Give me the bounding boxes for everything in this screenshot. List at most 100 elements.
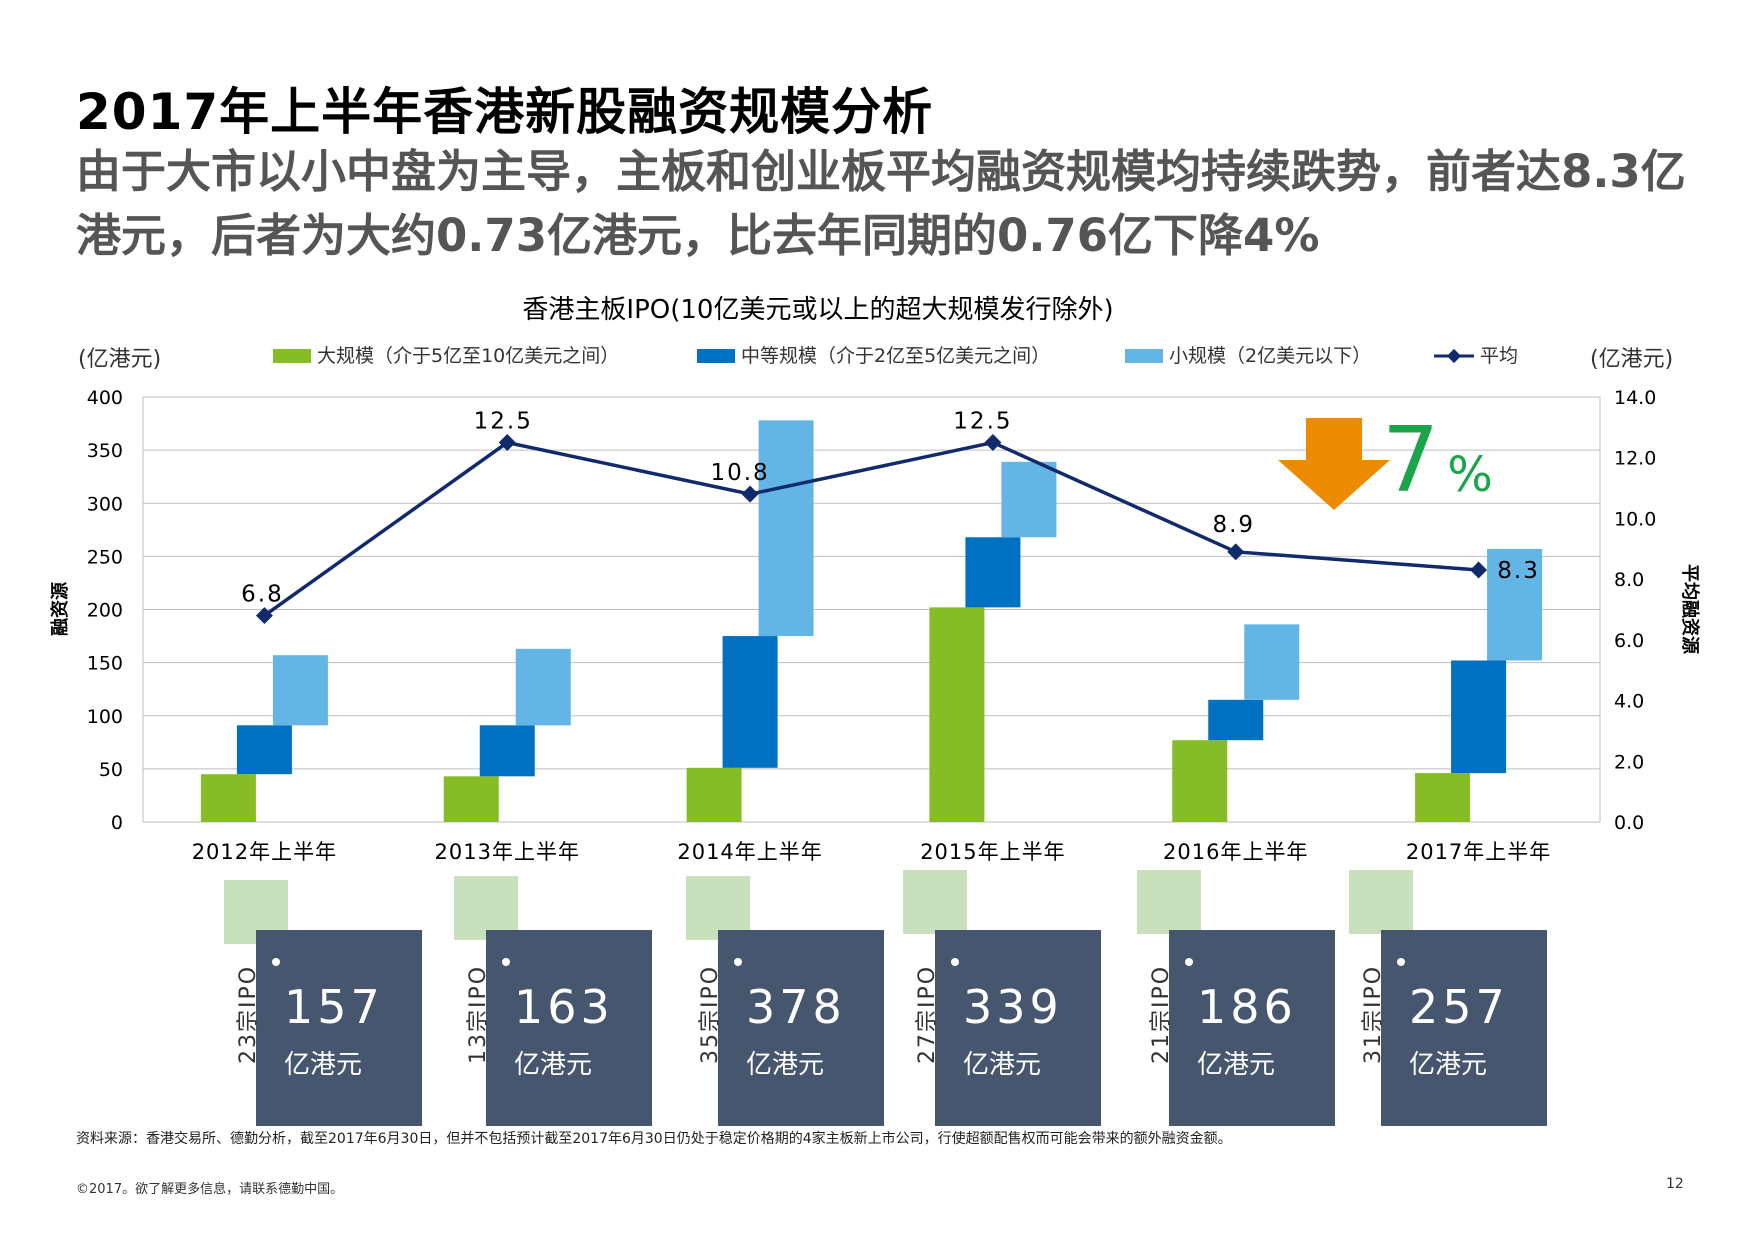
card-unit: 亿港元 bbox=[746, 1050, 825, 1080]
card-accent-square bbox=[686, 876, 750, 940]
bar bbox=[1208, 699, 1264, 741]
card-amount: 378 bbox=[746, 980, 846, 1034]
data-label: 6.8 bbox=[241, 582, 284, 608]
y-tick-label: 400 bbox=[87, 387, 123, 409]
y2-tick-label: 10.0 bbox=[1614, 508, 1656, 530]
y2-tick-label: 12.0 bbox=[1614, 448, 1656, 470]
data-label: 12.5 bbox=[474, 409, 533, 435]
y2-tick-label: 14.0 bbox=[1614, 387, 1656, 409]
bar bbox=[929, 607, 985, 822]
bullet-icon bbox=[951, 958, 959, 966]
left-axis-unit: (亿港元) bbox=[78, 347, 161, 372]
y-axis-title: 融资源 bbox=[49, 582, 71, 636]
legend-marker bbox=[1446, 348, 1462, 364]
data-label: 12.5 bbox=[953, 409, 1012, 435]
card-amount: 186 bbox=[1197, 980, 1297, 1034]
average-point bbox=[1470, 561, 1488, 579]
average-point bbox=[498, 434, 516, 452]
bar bbox=[686, 767, 742, 822]
bar bbox=[479, 725, 535, 777]
bar bbox=[1451, 660, 1507, 774]
chart-title: 香港主板IPO(10亿美元或以上的超大规模发行除外) bbox=[522, 295, 1113, 325]
bar bbox=[1172, 740, 1228, 822]
card-ipo-count: 21宗IPO bbox=[1149, 964, 1174, 1064]
bar bbox=[443, 776, 499, 822]
data-label: 8.3 bbox=[1497, 558, 1540, 584]
y2-tick-label: 2.0 bbox=[1614, 751, 1644, 773]
legend-swatch bbox=[697, 349, 735, 363]
card-unit: 亿港元 bbox=[963, 1050, 1042, 1080]
bar bbox=[515, 648, 571, 726]
y-tick-label: 300 bbox=[87, 493, 123, 515]
y-tick-label: 150 bbox=[87, 653, 123, 675]
x-tick-label: 2015年上半年 bbox=[920, 840, 1065, 864]
bullet-icon bbox=[734, 958, 742, 966]
data-label: 8.9 bbox=[1212, 512, 1255, 538]
card-amount: 163 bbox=[514, 980, 614, 1034]
card-accent-square bbox=[1349, 870, 1413, 934]
right-axis-unit: (亿港元) bbox=[1590, 347, 1673, 372]
card-unit: 亿港元 bbox=[1197, 1050, 1276, 1080]
card-panel: 163 亿港元 bbox=[486, 930, 652, 1126]
card-ipo-count: 27宗IPO bbox=[915, 964, 940, 1064]
y2-axis-title: 平均融资源 bbox=[1679, 564, 1701, 654]
y-tick-label: 50 bbox=[99, 759, 123, 781]
card-panel: 378 亿港元 bbox=[718, 930, 884, 1126]
drop-value: 7 bbox=[1382, 408, 1440, 513]
x-tick-label: 2012年上半年 bbox=[192, 840, 337, 864]
legend-label: 小规模（2亿美元以下） bbox=[1169, 345, 1371, 367]
average-point bbox=[741, 485, 759, 503]
legend-label: 中等规模（介于2亿至5亿美元之间） bbox=[741, 345, 1050, 367]
average-point bbox=[255, 607, 273, 625]
legend-swatch bbox=[1125, 349, 1163, 363]
y-tick-label: 0 bbox=[111, 812, 123, 834]
y-tick-label: 250 bbox=[87, 546, 123, 568]
source-note: 资料来源：香港交易所、德勤分析，截至2017年6月30日，但并不包括预计截至20… bbox=[76, 1131, 1232, 1147]
card-unit: 亿港元 bbox=[1409, 1050, 1488, 1080]
y2-tick-label: 8.0 bbox=[1614, 569, 1644, 591]
x-tick-label: 2016年上半年 bbox=[1163, 840, 1308, 864]
card-panel: 186 亿港元 bbox=[1169, 930, 1335, 1126]
bar bbox=[965, 537, 1021, 608]
bar bbox=[1001, 461, 1057, 538]
bullet-icon bbox=[272, 958, 280, 966]
bar bbox=[758, 420, 814, 637]
average-line bbox=[263, 440, 1479, 617]
card-amount: 257 bbox=[1409, 980, 1509, 1034]
y-tick-label: 200 bbox=[87, 600, 123, 622]
card-ipo-count: 23宗IPO bbox=[236, 964, 261, 1064]
card-panel: 157 亿港元 bbox=[256, 930, 422, 1126]
card-ipo-count: 35宗IPO bbox=[698, 964, 723, 1064]
y2-tick-label: 6.0 bbox=[1614, 630, 1644, 652]
drop-unit: % bbox=[1447, 447, 1493, 503]
card-accent-square bbox=[1137, 870, 1201, 934]
card-ipo-count: 13宗IPO bbox=[466, 964, 491, 1064]
y2-tick-label: 0.0 bbox=[1614, 812, 1644, 834]
x-tick-label: 2017年上半年 bbox=[1406, 840, 1551, 864]
page-title: 2017年上半年香港新股融资规模分析 bbox=[76, 83, 934, 141]
average-point bbox=[1227, 543, 1245, 561]
x-tick-label: 2013年上半年 bbox=[435, 840, 580, 864]
page-number: 12 bbox=[1666, 1176, 1684, 1192]
bar bbox=[272, 655, 328, 726]
copyright: ©2017。欲了解更多信息，请联系德勤中国。 bbox=[76, 1182, 344, 1197]
card-accent-square bbox=[454, 876, 518, 940]
bar bbox=[200, 774, 256, 822]
card-amount: 157 bbox=[284, 980, 384, 1034]
card-unit: 亿港元 bbox=[284, 1050, 363, 1080]
card-panel: 339 亿港元 bbox=[935, 930, 1101, 1126]
bar bbox=[236, 725, 292, 775]
legend-label: 大规模（介于5亿至10亿美元之间） bbox=[317, 345, 619, 367]
x-tick-label: 2014年上半年 bbox=[677, 840, 822, 864]
legend-label: 平均 bbox=[1480, 345, 1518, 367]
bar bbox=[1487, 548, 1543, 661]
drop-percentage: 7% bbox=[1382, 408, 1493, 513]
down-arrow-icon bbox=[1278, 418, 1390, 510]
page-subtitle: 由于大市以小中盘为主导，主板和创业板平均融资规模均持续跌势，前者达8.3亿港元，… bbox=[76, 145, 1686, 262]
bullet-icon bbox=[1397, 958, 1405, 966]
bullet-icon bbox=[502, 958, 510, 966]
bar bbox=[1244, 624, 1300, 700]
y2-tick-label: 4.0 bbox=[1614, 691, 1644, 713]
y-tick-label: 100 bbox=[87, 706, 123, 728]
